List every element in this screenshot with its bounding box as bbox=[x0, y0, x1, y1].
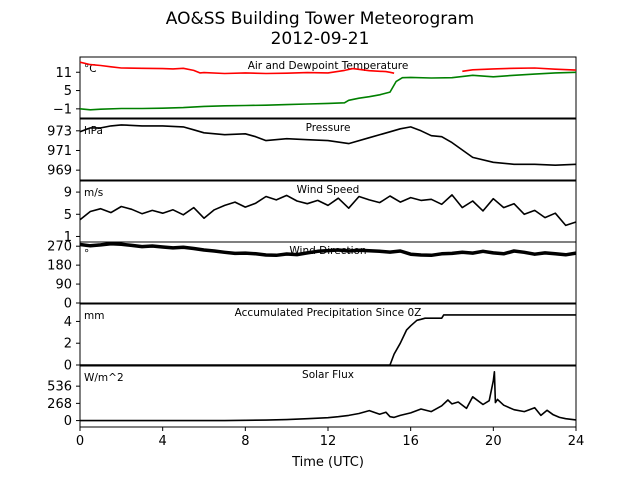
pressure-panel: 969 971 973 Pressure hPa bbox=[47, 118, 577, 181]
y-tick-label: −1 bbox=[53, 102, 72, 117]
y-tick-label: 0 bbox=[64, 359, 72, 374]
solar-flux-unit: W/m^2 bbox=[84, 372, 124, 384]
y-tick-label: 5 bbox=[64, 208, 72, 223]
x-tick-label: 8 bbox=[241, 434, 249, 449]
x-tick-label: 12 bbox=[320, 434, 337, 449]
x-tick-label: 24 bbox=[568, 434, 585, 449]
y-tick-label: 1 bbox=[64, 230, 72, 245]
x-tick-label: 0 bbox=[76, 434, 84, 449]
wind-speed-panel: 1 5 9 Wind Speed m/s bbox=[64, 180, 577, 245]
air-and-dewpoint-temperature-title: Air and Dewpoint Temperature bbox=[248, 60, 409, 72]
pressure-frame bbox=[79, 118, 577, 181]
wind-speed-line-0 bbox=[79, 194, 577, 227]
x-tick-label: 16 bbox=[402, 434, 419, 449]
y-tick-label: 268 bbox=[47, 397, 72, 412]
y-tick-label: 4 bbox=[64, 315, 72, 330]
y-tick-label: 9 bbox=[64, 186, 72, 201]
solar-flux-line-0 bbox=[80, 370, 577, 422]
y-tick-label: 180 bbox=[47, 259, 72, 274]
y-tick-label: 270 bbox=[47, 240, 72, 255]
wind-speed-unit: m/s bbox=[84, 187, 103, 199]
wind-direction-unit: ° bbox=[84, 248, 89, 260]
y-tick-label: 973 bbox=[47, 124, 72, 139]
y-tick-label: 90 bbox=[55, 278, 72, 293]
panels: −1 5 11 Air and Dewpoint Temperature °C 969 97… bbox=[47, 56, 577, 429]
pressure-title: Pressure bbox=[306, 122, 351, 134]
y-tick-label: 2 bbox=[64, 337, 72, 352]
solar-flux-panel: 0 268 536 Solar Flux W/m^2 bbox=[47, 365, 577, 429]
solar-flux-title: Solar Flux bbox=[302, 369, 354, 381]
accumulated-precipitation-since-0z-line-0 bbox=[80, 314, 576, 366]
accumulated-precipitation-since-0z-unit: mm bbox=[84, 310, 104, 322]
air-and-dewpoint-temperature-line-2 bbox=[462, 67, 577, 73]
wind-direction-series-0 bbox=[79, 241, 577, 258]
pressure-unit: hPa bbox=[84, 125, 103, 137]
figure-title: AO&SS Building Tower Meteorogram bbox=[166, 9, 474, 29]
figure-subtitle: 2012-09-21 bbox=[271, 29, 370, 49]
y-tick-label: 5 bbox=[64, 84, 72, 99]
y-tick-label: 0 bbox=[64, 414, 72, 429]
y-tick-label: 971 bbox=[47, 144, 72, 159]
x-axis: 0 4 8 12 16 20 24 bbox=[76, 427, 584, 449]
air-and-dewpoint-temperature-frame bbox=[79, 56, 577, 119]
x-tick-label: 20 bbox=[485, 434, 502, 449]
air-and-dewpoint-temperature-line-0 bbox=[79, 61, 395, 75]
y-tick-label: 0 bbox=[64, 297, 72, 312]
air-and-dewpoint-temperature-panel: −1 5 11 Air and Dewpoint Temperature °C bbox=[53, 56, 577, 119]
wind-direction-frame bbox=[79, 241, 577, 304]
y-tick-label: 11 bbox=[55, 66, 72, 81]
pressure-line-0 bbox=[79, 124, 577, 166]
wind-direction-trace bbox=[79, 241, 577, 258]
x-axis-label: Time (UTC) bbox=[291, 455, 364, 470]
accumulated-precipitation-since-0z-title: Accumulated Precipitation Since 0Z bbox=[235, 307, 422, 319]
accumulated-precipitation-since-0z-panel: 0 2 4 Accumulated Precipitation Since 0Z mm bbox=[64, 303, 577, 374]
air-and-dewpoint-temperature-line-1 bbox=[79, 71, 577, 111]
air-and-dewpoint-temperature-unit: °C bbox=[84, 63, 97, 75]
y-tick-label: 536 bbox=[47, 380, 72, 395]
y-tick-label: 969 bbox=[47, 164, 72, 179]
wind-speed-title: Wind Speed bbox=[297, 184, 360, 196]
x-tick-label: 4 bbox=[159, 434, 167, 449]
